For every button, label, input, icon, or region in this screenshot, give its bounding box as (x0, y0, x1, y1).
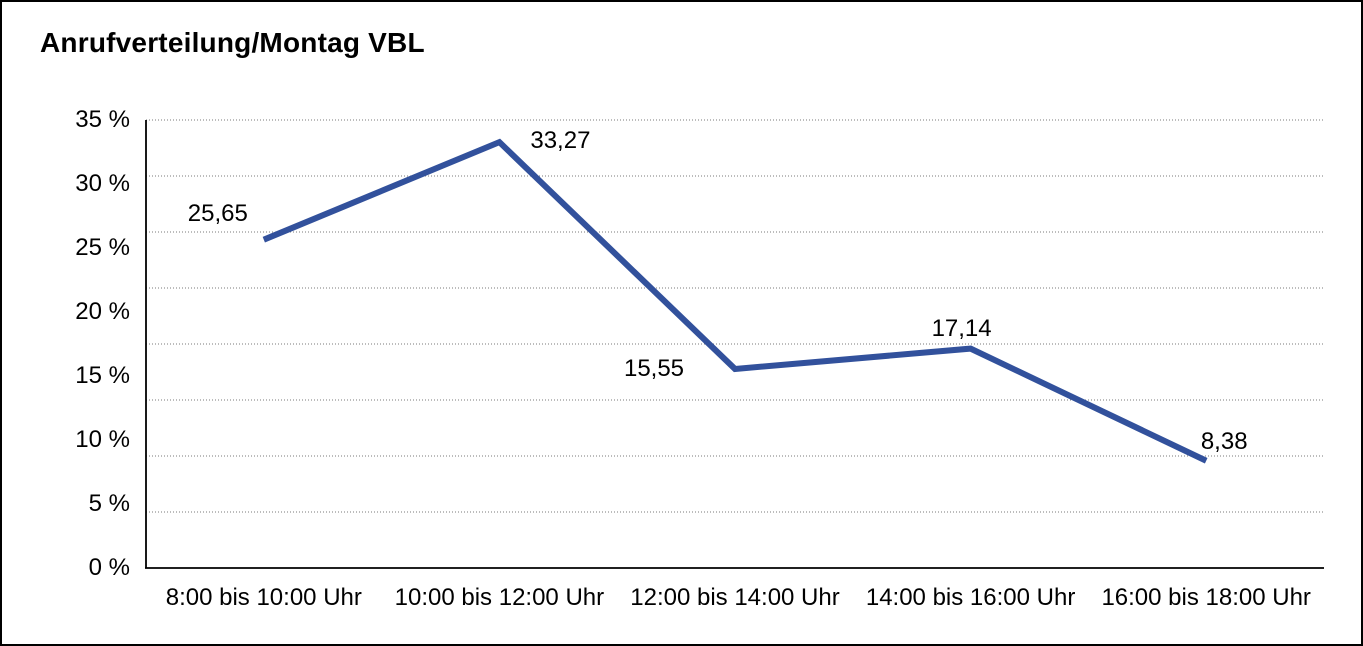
y-axis-label: 15 % (75, 362, 130, 389)
series-line (262, 138, 1208, 464)
x-axis-label: 12:00 bis 14:00 Uhr (630, 584, 840, 611)
data-point-label: 17,14 (931, 314, 992, 342)
axes (145, 120, 1324, 569)
y-axis-label: 30 % (75, 170, 130, 197)
y-axis-label: 0 % (88, 554, 130, 581)
x-axis-label: 16:00 bis 18:00 Uhr (1101, 584, 1311, 611)
y-axis-label: 25 % (75, 234, 130, 261)
chart-title: Anrufverteilung/Montag VBL (40, 27, 425, 58)
series-group (262, 138, 1208, 464)
y-axis-label: 35 % (75, 106, 130, 133)
y-axis-label: 20 % (75, 298, 130, 325)
data-point-label: 15,55 (623, 354, 685, 382)
gridlines (146, 119, 1324, 513)
y-axis-label: 10 % (75, 426, 130, 453)
x-axis-label: 14:00 bis 16:00 Uhr (865, 584, 1076, 611)
data-point-label: 33,27 (530, 127, 591, 155)
data-point-label: 8,38 (1200, 427, 1248, 455)
x-axis-label: 10:00 bis 12:00 Uhr (394, 584, 605, 611)
x-axis-label: 8:00 bis 10:00 Uhr (165, 584, 362, 611)
y-axis-label: 5 % (88, 490, 130, 517)
data-point-label: 25,65 (187, 199, 248, 227)
